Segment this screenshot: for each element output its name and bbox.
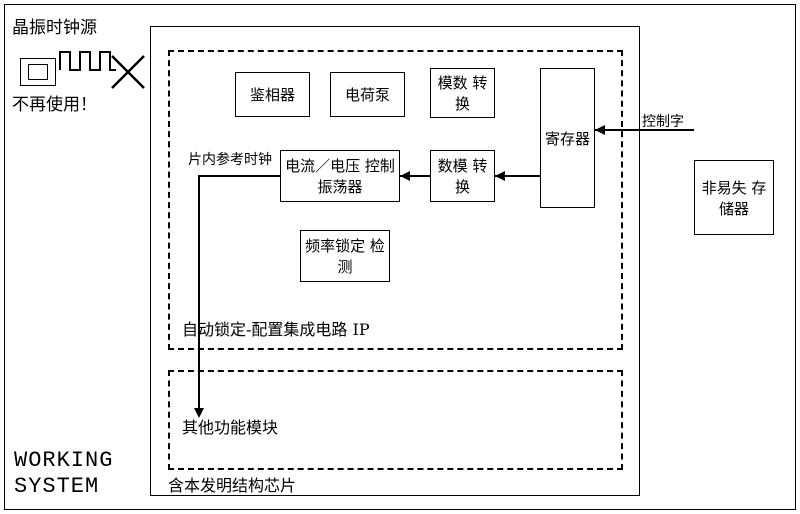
adc-label: 模数 转换: [431, 72, 494, 114]
charge-pump-label: 电荷泵: [345, 84, 390, 105]
freq-lock-detect-box: 频率锁定 检测: [300, 230, 390, 282]
oscillator-icon: [20, 58, 56, 86]
vco-box: 电流／电压 控制振荡器: [280, 150, 400, 202]
charge-pump-box: 电荷泵: [330, 72, 405, 117]
onchip-clk-vline: [198, 175, 200, 410]
onchip-clk-hline: [198, 175, 280, 177]
chip-title: 含本发明结构芯片: [168, 476, 296, 495]
register-label: 寄存器: [545, 128, 590, 149]
register-box: 寄存器: [540, 68, 595, 208]
vco-label: 电流／电压 控制振荡器: [281, 155, 399, 197]
freq-lock-detect-label: 频率锁定 检测: [301, 235, 389, 277]
other-modules-title: 其他功能模块: [182, 418, 278, 437]
dac-label: 数模 转换: [431, 155, 494, 197]
dac-box: 数模 转换: [430, 150, 495, 202]
clock-source-label: 晶振时钟源: [12, 18, 97, 38]
nvm-box: 非易失 存储器: [694, 160, 774, 235]
cross-icon: [108, 52, 148, 92]
phase-detector-label: 鉴相器: [250, 84, 295, 105]
phase-detector-box: 鉴相器: [235, 72, 310, 117]
arrow-dac-to-vco-head: [400, 171, 410, 181]
adc-box: 模数 转换: [430, 68, 495, 118]
not-used-label: 不再使用！: [12, 95, 97, 115]
ip-title: 自动锁定-配置集成电路 IP: [182, 320, 370, 339]
arrow-nvm-to-reg-head: [595, 125, 605, 135]
arrow-reg-to-dac-head: [495, 171, 505, 181]
onchip-ref-clock-label: 片内参考时钟: [188, 152, 272, 169]
arrow-nvm-to-reg: [595, 129, 694, 131]
onchip-clk-arrow-head: [194, 408, 204, 418]
working-system-label: WORKING SYSTEM: [14, 448, 113, 501]
nvm-label: 非易失 存储器: [695, 177, 773, 219]
